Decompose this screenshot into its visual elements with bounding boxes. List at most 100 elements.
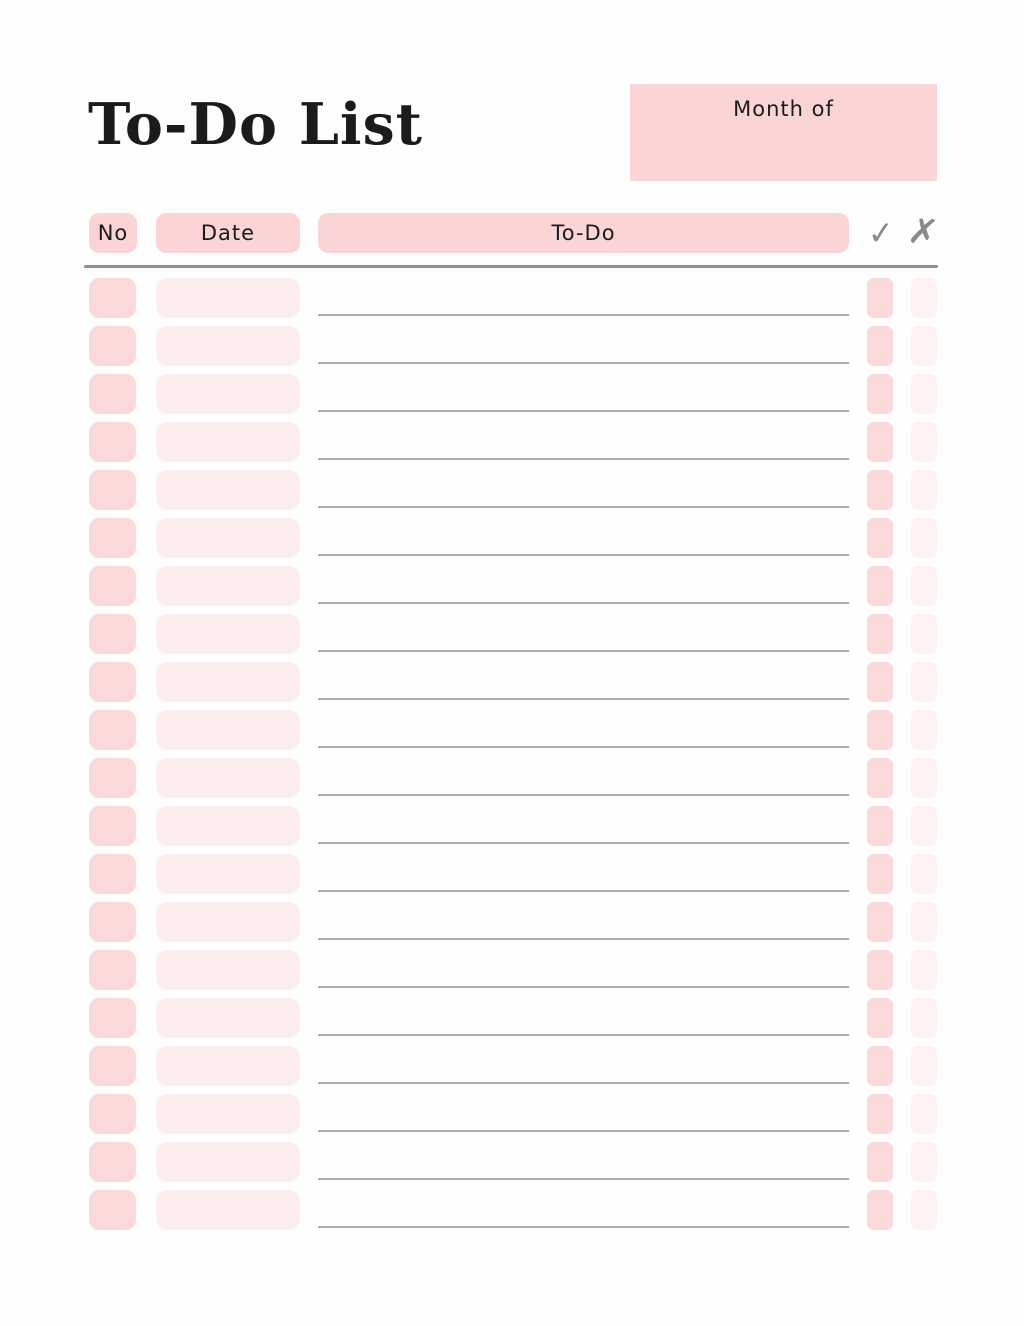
row-number-cell[interactable] bbox=[89, 710, 136, 750]
row-todo-line[interactable] bbox=[318, 650, 849, 652]
row-todo-line[interactable] bbox=[318, 938, 849, 940]
row-date-cell[interactable] bbox=[156, 422, 300, 462]
row-todo-line[interactable] bbox=[318, 698, 849, 700]
row-check-cell[interactable] bbox=[867, 422, 893, 462]
row-check-cell[interactable] bbox=[867, 374, 893, 414]
row-todo-line[interactable] bbox=[318, 410, 849, 412]
row-date-cell[interactable] bbox=[156, 1094, 300, 1134]
row-check-cell[interactable] bbox=[867, 614, 893, 654]
row-date-cell[interactable] bbox=[156, 902, 300, 942]
row-date-cell[interactable] bbox=[156, 374, 300, 414]
row-check-cell[interactable] bbox=[867, 806, 893, 846]
row-todo-line[interactable] bbox=[318, 1226, 849, 1228]
row-check-cell[interactable] bbox=[867, 1046, 893, 1086]
row-x-cell[interactable] bbox=[911, 1094, 937, 1134]
row-check-cell[interactable] bbox=[867, 662, 893, 702]
row-x-cell[interactable] bbox=[911, 470, 937, 510]
row-todo-line[interactable] bbox=[318, 602, 849, 604]
row-check-cell[interactable] bbox=[867, 566, 893, 606]
row-number-cell[interactable] bbox=[89, 758, 136, 798]
row-number-cell[interactable] bbox=[89, 950, 136, 990]
row-number-cell[interactable] bbox=[89, 854, 136, 894]
row-number-cell[interactable] bbox=[89, 566, 136, 606]
row-number-cell[interactable] bbox=[89, 1142, 136, 1182]
row-check-cell[interactable] bbox=[867, 710, 893, 750]
row-todo-line[interactable] bbox=[318, 986, 849, 988]
row-date-cell[interactable] bbox=[156, 1142, 300, 1182]
row-x-cell[interactable] bbox=[911, 326, 937, 366]
row-x-cell[interactable] bbox=[911, 566, 937, 606]
row-todo-line[interactable] bbox=[318, 458, 849, 460]
row-date-cell[interactable] bbox=[156, 710, 300, 750]
row-todo-line[interactable] bbox=[318, 1130, 849, 1132]
row-x-cell[interactable] bbox=[911, 710, 937, 750]
row-check-cell[interactable] bbox=[867, 854, 893, 894]
row-x-cell[interactable] bbox=[911, 1142, 937, 1182]
row-check-cell[interactable] bbox=[867, 326, 893, 366]
row-date-cell[interactable] bbox=[156, 518, 300, 558]
row-todo-line[interactable] bbox=[318, 746, 849, 748]
row-todo-line[interactable] bbox=[318, 842, 849, 844]
row-todo-line[interactable] bbox=[318, 554, 849, 556]
row-x-cell[interactable] bbox=[911, 662, 937, 702]
row-date-cell[interactable] bbox=[156, 566, 300, 606]
row-todo-line[interactable] bbox=[318, 1034, 849, 1036]
row-x-cell[interactable] bbox=[911, 422, 937, 462]
row-check-cell[interactable] bbox=[867, 1094, 893, 1134]
row-date-cell[interactable] bbox=[156, 1190, 300, 1230]
row-x-cell[interactable] bbox=[911, 278, 937, 318]
row-date-cell[interactable] bbox=[156, 278, 300, 318]
row-number-cell[interactable] bbox=[89, 470, 136, 510]
row-todo-line[interactable] bbox=[318, 1082, 849, 1084]
row-number-cell[interactable] bbox=[89, 518, 136, 558]
row-number-cell[interactable] bbox=[89, 998, 136, 1038]
row-number-cell[interactable] bbox=[89, 662, 136, 702]
row-check-cell[interactable] bbox=[867, 1190, 893, 1230]
row-date-cell[interactable] bbox=[156, 470, 300, 510]
row-x-cell[interactable] bbox=[911, 518, 937, 558]
row-date-cell[interactable] bbox=[156, 806, 300, 846]
row-x-cell[interactable] bbox=[911, 854, 937, 894]
row-number-cell[interactable] bbox=[89, 902, 136, 942]
month-box[interactable]: Month of bbox=[630, 84, 937, 181]
row-number-cell[interactable] bbox=[89, 374, 136, 414]
row-todo-line[interactable] bbox=[318, 794, 849, 796]
row-x-cell[interactable] bbox=[911, 902, 937, 942]
row-date-cell[interactable] bbox=[156, 662, 300, 702]
row-check-cell[interactable] bbox=[867, 278, 893, 318]
row-check-cell[interactable] bbox=[867, 998, 893, 1038]
row-x-cell[interactable] bbox=[911, 758, 937, 798]
row-x-cell[interactable] bbox=[911, 998, 937, 1038]
row-check-cell[interactable] bbox=[867, 1142, 893, 1182]
row-number-cell[interactable] bbox=[89, 278, 136, 318]
row-check-cell[interactable] bbox=[867, 470, 893, 510]
row-check-cell[interactable] bbox=[867, 758, 893, 798]
row-todo-line[interactable] bbox=[318, 314, 849, 316]
month-value-field[interactable] bbox=[650, 132, 917, 168]
row-number-cell[interactable] bbox=[89, 806, 136, 846]
row-x-cell[interactable] bbox=[911, 806, 937, 846]
row-number-cell[interactable] bbox=[89, 1046, 136, 1086]
row-x-cell[interactable] bbox=[911, 1046, 937, 1086]
row-todo-line[interactable] bbox=[318, 890, 849, 892]
row-x-cell[interactable] bbox=[911, 614, 937, 654]
row-x-cell[interactable] bbox=[911, 1190, 937, 1230]
row-date-cell[interactable] bbox=[156, 998, 300, 1038]
row-number-cell[interactable] bbox=[89, 1094, 136, 1134]
row-date-cell[interactable] bbox=[156, 326, 300, 366]
row-number-cell[interactable] bbox=[89, 326, 136, 366]
row-number-cell[interactable] bbox=[89, 422, 136, 462]
row-todo-line[interactable] bbox=[318, 1178, 849, 1180]
row-check-cell[interactable] bbox=[867, 902, 893, 942]
row-number-cell[interactable] bbox=[89, 614, 136, 654]
row-date-cell[interactable] bbox=[156, 1046, 300, 1086]
row-check-cell[interactable] bbox=[867, 518, 893, 558]
row-x-cell[interactable] bbox=[911, 374, 937, 414]
row-number-cell[interactable] bbox=[89, 1190, 136, 1230]
row-date-cell[interactable] bbox=[156, 758, 300, 798]
row-todo-line[interactable] bbox=[318, 362, 849, 364]
row-date-cell[interactable] bbox=[156, 854, 300, 894]
row-todo-line[interactable] bbox=[318, 506, 849, 508]
row-x-cell[interactable] bbox=[911, 950, 937, 990]
row-check-cell[interactable] bbox=[867, 950, 893, 990]
